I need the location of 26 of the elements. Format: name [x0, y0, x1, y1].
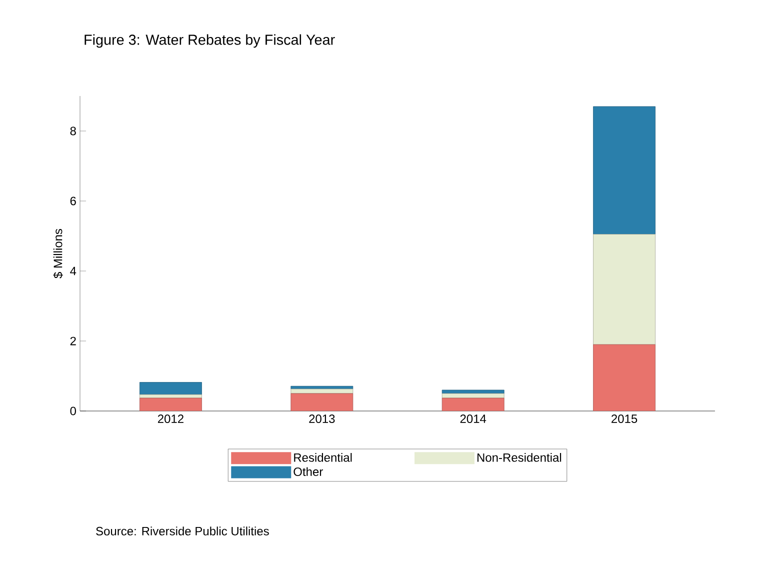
x-tick-label: 2013 [309, 414, 335, 424]
x-tick-label: 2015 [612, 414, 638, 424]
bar [442, 398, 504, 411]
x-tick-label: 2012 [158, 414, 184, 424]
y-tick-label: 0 [70, 406, 76, 416]
bar [140, 382, 202, 395]
legend-label: Other [294, 467, 323, 476]
y-axis-title: $ Millions [53, 228, 63, 278]
bar [593, 106, 656, 234]
bar [290, 393, 354, 411]
bar [140, 398, 202, 411]
bar [593, 344, 656, 411]
source-note: Source: Riverside Public Utilities [96, 526, 269, 536]
legend-label: Non-Residential [477, 453, 562, 462]
bar [290, 388, 354, 394]
bar [593, 234, 656, 345]
bar [140, 394, 202, 398]
y-tick-label: 8 [70, 126, 76, 136]
legend-label: Residential [294, 453, 352, 462]
chart-title: Figure 3: Water Rebates by Fiscal Year [84, 34, 335, 48]
y-tick-label: 4 [70, 266, 76, 276]
x-tick-label: 2014 [460, 414, 486, 424]
y-tick-label: 6 [70, 196, 76, 206]
bar [442, 390, 504, 394]
y-tick-label: 2 [70, 336, 76, 346]
bar [442, 393, 504, 398]
